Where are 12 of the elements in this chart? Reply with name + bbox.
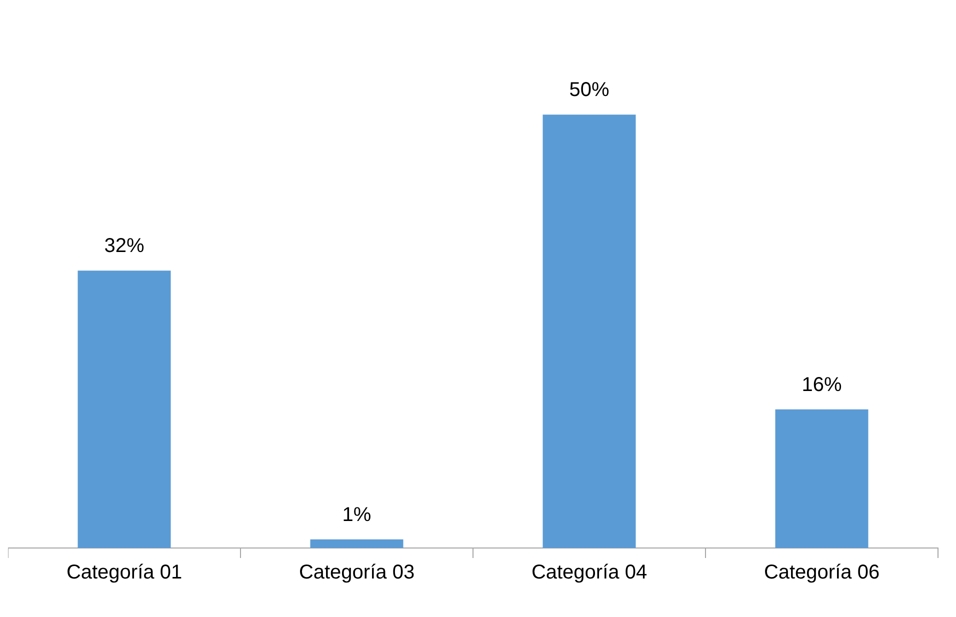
- data-label: 1%: [342, 504, 372, 526]
- x-tick-label: Categoría 06: [764, 562, 880, 584]
- data-label: 32%: [104, 235, 144, 258]
- x-tick-label: Categoría 03: [298, 562, 415, 584]
- x-tick-label: Categoría 04: [531, 562, 648, 584]
- data-label: 16%: [802, 374, 842, 396]
- bar: [775, 409, 868, 548]
- x-tick-label: Categoría 01: [66, 562, 182, 584]
- data-label: 50%: [569, 79, 610, 102]
- bar: [542, 114, 636, 548]
- bar: [310, 539, 404, 548]
- bar: [78, 270, 171, 548]
